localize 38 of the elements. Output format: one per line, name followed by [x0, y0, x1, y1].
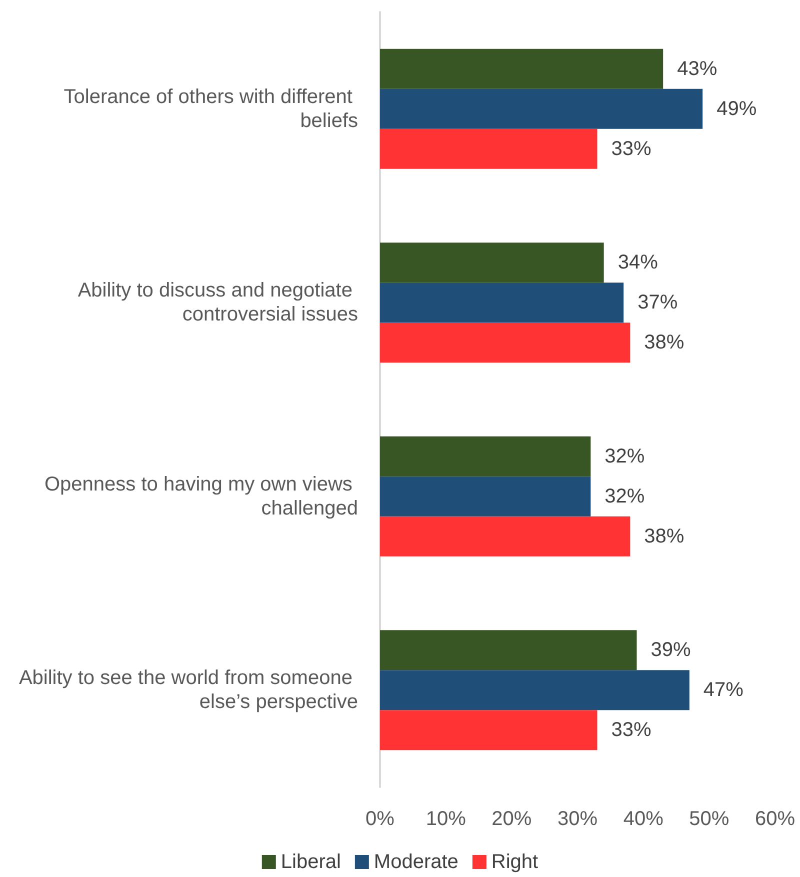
data-label: 32%: [604, 445, 645, 468]
x-tick-label: 50%: [689, 808, 730, 830]
bar: [380, 322, 630, 363]
data-label: 33%: [611, 138, 652, 160]
data-label: 38%: [644, 332, 684, 354]
bar: [380, 630, 637, 670]
legend-label: Right: [491, 851, 539, 873]
bar: [380, 710, 598, 750]
data-label: 34%: [618, 252, 658, 274]
y-tick-label: Ability to see the world from someone else’s perspective: [18, 667, 358, 714]
data-label: 43%: [677, 58, 718, 80]
y-tick-label: Ability to discuss and negotiate controversial issues: [78, 280, 358, 326]
bar: [380, 88, 703, 129]
x-tick-label: 10%: [426, 808, 466, 830]
bar: [380, 128, 598, 169]
y-tick-label: Openness to having my own views challenged: [44, 473, 358, 520]
x-tick-label: 60%: [754, 808, 796, 830]
x-tick-label: 0%: [366, 808, 395, 830]
data-label: 47%: [703, 679, 744, 702]
x-tick-label: 30%: [557, 808, 598, 830]
bar: [380, 48, 664, 89]
data-label: 37%: [638, 292, 678, 314]
legend-label: Moderate: [374, 851, 458, 873]
data-label: 39%: [650, 639, 691, 662]
y-tick-label: Tolerance of others with different beliefs: [64, 86, 358, 132]
bar: [380, 516, 630, 556]
data-label: 38%: [644, 525, 684, 548]
data-label: 33%: [611, 719, 652, 742]
data-label: 32%: [604, 485, 645, 508]
bar: [380, 670, 690, 710]
x-tick-label: 20%: [492, 808, 532, 830]
data-label: 49%: [716, 98, 757, 120]
bar: [380, 476, 591, 516]
x-tick-label: 40%: [623, 808, 664, 830]
bar: [380, 242, 604, 283]
bar: [380, 282, 624, 323]
legend-label: Liberal: [280, 851, 341, 873]
bar: [380, 436, 591, 476]
